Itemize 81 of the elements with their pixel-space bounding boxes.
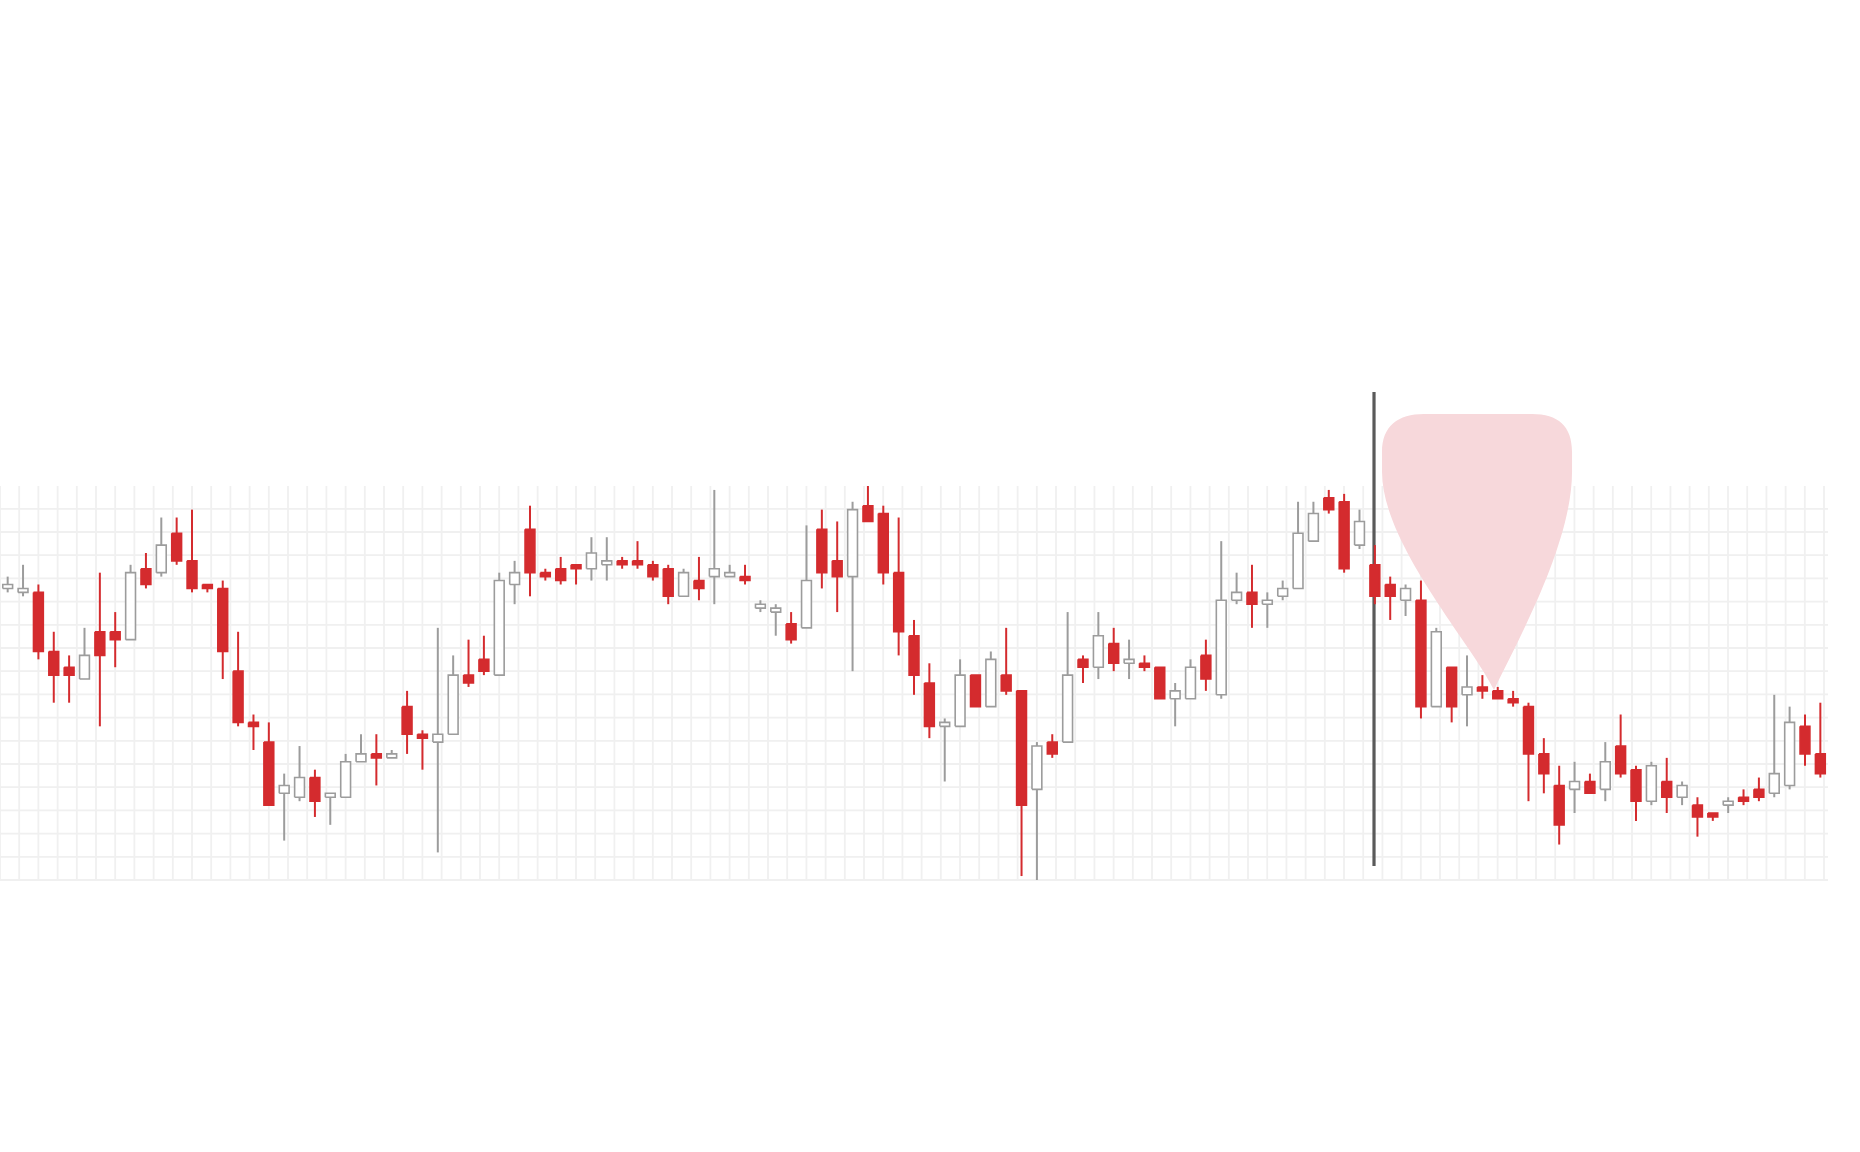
candlestick: [1200, 638, 1212, 692]
candlestick: [170, 516, 183, 566]
candlestick: [1276, 579, 1289, 602]
candlestick: [17, 563, 29, 598]
candlestick: [1645, 760, 1658, 807]
candlestick: [478, 634, 490, 677]
candlestick: [186, 508, 198, 594]
candlestick: [1568, 760, 1581, 815]
candlestick: [1522, 701, 1535, 803]
candlestick: [1461, 654, 1473, 728]
candlestick: [1031, 741, 1043, 881]
candlestick: [1599, 741, 1611, 803]
candlestick: [1230, 571, 1243, 606]
candlestick: [339, 752, 352, 799]
candlestick: [416, 729, 429, 771]
candlestick: [1814, 701, 1827, 779]
candlestick: [1399, 583, 1412, 618]
candlestick: [1753, 776, 1765, 803]
candlestick: [1538, 737, 1550, 795]
candlestick: [785, 611, 797, 645]
candlestick: [1108, 626, 1120, 673]
candlestick: [1384, 575, 1396, 621]
candlestick: [1246, 563, 1258, 629]
candlestick: [247, 713, 260, 751]
candlestick: [631, 540, 644, 570]
candlestick: [601, 536, 613, 582]
candlestick: [309, 768, 321, 818]
candlestick: [1584, 772, 1596, 795]
candlestick: [1630, 764, 1642, 822]
candlestick: [693, 555, 705, 602]
candlestick: [63, 654, 75, 704]
candlestick: [1077, 654, 1089, 684]
candlestick: [1169, 681, 1181, 728]
candlestick: [1154, 666, 1166, 700]
candlestick: [1092, 611, 1105, 681]
candlestick: [1046, 733, 1058, 759]
candlestick: [1476, 674, 1489, 700]
candlestick: [1123, 638, 1135, 681]
candlestick: [278, 772, 290, 842]
candlestick: [1323, 488, 1335, 515]
candlestick: [770, 603, 782, 637]
candlestick: [554, 555, 567, 586]
candlestick: [1000, 626, 1012, 696]
candlestick: [155, 516, 168, 578]
candlestick: [923, 662, 936, 740]
candlestick: [708, 488, 721, 606]
candlestick: [647, 559, 659, 582]
candlestick: [355, 733, 367, 763]
candlestick: [401, 689, 413, 755]
candlestick: [324, 792, 336, 826]
candlestick: [1768, 693, 1780, 799]
candlestick: [739, 563, 751, 586]
candlestick: [1799, 713, 1811, 767]
candlestick: [508, 559, 521, 606]
candlestick: [908, 618, 920, 696]
candlestick: [585, 536, 598, 582]
candlestick: [969, 674, 982, 708]
candlestick: [140, 551, 152, 590]
candlestick: [78, 626, 91, 681]
candlestick: [1184, 658, 1197, 700]
candlestick: [570, 563, 582, 586]
candlestick: [985, 650, 997, 708]
candlestick: [862, 484, 874, 523]
candlestick: [1691, 796, 1704, 838]
candlestick: [524, 504, 536, 598]
candlestick: [1261, 591, 1274, 629]
candlestick: [1369, 544, 1381, 606]
candlestick: [1661, 756, 1673, 815]
candlestick: [462, 638, 475, 688]
candlestick: [800, 524, 813, 629]
candlestick: [1307, 500, 1320, 543]
candlestick: [370, 733, 383, 787]
candlestick: [677, 567, 690, 598]
candlestick: [293, 745, 306, 803]
candlestick: [662, 563, 674, 606]
candlestick: [48, 630, 60, 704]
candlestick: [1445, 666, 1458, 724]
candlestick: [1553, 764, 1565, 846]
candlestick: [1676, 780, 1688, 807]
candlestick: [1353, 508, 1366, 551]
candlestick: [1614, 713, 1627, 779]
